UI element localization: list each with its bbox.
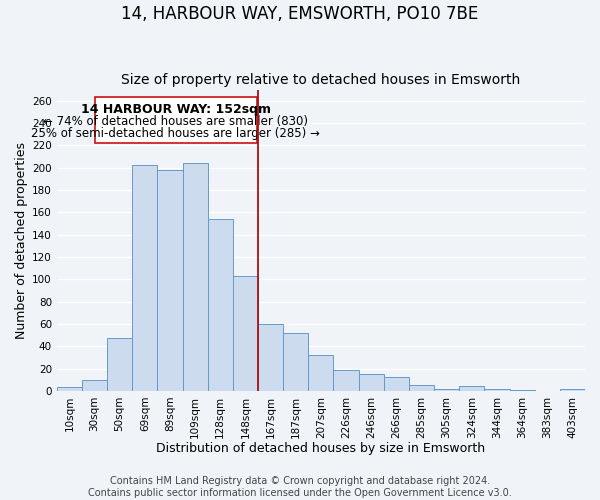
Bar xyxy=(107,338,132,391)
Bar xyxy=(82,380,107,391)
Text: ← 74% of detached houses are smaller (830): ← 74% of detached houses are smaller (83… xyxy=(43,115,308,128)
Y-axis label: Number of detached properties: Number of detached properties xyxy=(15,142,28,338)
Bar xyxy=(57,388,82,391)
Bar xyxy=(157,170,182,391)
Bar xyxy=(459,386,484,391)
Bar xyxy=(409,386,434,391)
Bar xyxy=(434,388,459,391)
Text: Contains HM Land Registry data © Crown copyright and database right 2024.
Contai: Contains HM Land Registry data © Crown c… xyxy=(88,476,512,498)
Bar xyxy=(484,388,509,391)
Bar xyxy=(384,378,409,391)
FancyBboxPatch shape xyxy=(95,98,257,143)
Title: Size of property relative to detached houses in Emsworth: Size of property relative to detached ho… xyxy=(121,73,521,87)
Bar xyxy=(334,370,359,391)
Bar xyxy=(208,219,233,391)
Text: 14 HARBOUR WAY: 152sqm: 14 HARBOUR WAY: 152sqm xyxy=(80,103,271,116)
Bar xyxy=(560,388,585,391)
Bar xyxy=(132,166,157,391)
Bar xyxy=(308,355,334,391)
Bar xyxy=(258,324,283,391)
Bar xyxy=(233,276,258,391)
Bar xyxy=(359,374,384,391)
Text: 14, HARBOUR WAY, EMSWORTH, PO10 7BE: 14, HARBOUR WAY, EMSWORTH, PO10 7BE xyxy=(121,5,479,23)
Bar xyxy=(182,163,208,391)
Text: 25% of semi-detached houses are larger (285) →: 25% of semi-detached houses are larger (… xyxy=(31,128,320,140)
X-axis label: Distribution of detached houses by size in Emsworth: Distribution of detached houses by size … xyxy=(157,442,485,455)
Bar xyxy=(509,390,535,391)
Bar xyxy=(283,333,308,391)
